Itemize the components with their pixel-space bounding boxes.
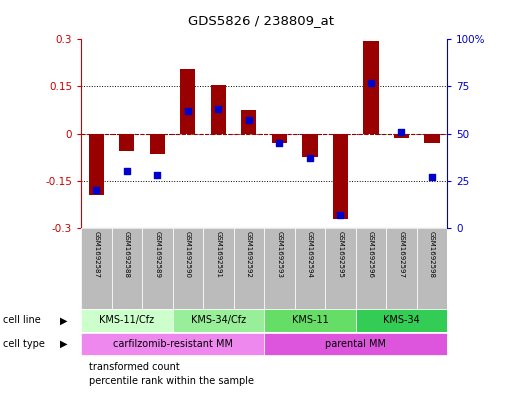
Bar (264, 228, 294, 309)
Bar (333, 134, 348, 219)
Bar (363, 41, 379, 134)
Text: GSM1692591: GSM1692591 (215, 231, 221, 278)
Bar (119, 134, 134, 151)
Text: GSM1692597: GSM1692597 (399, 231, 404, 278)
Point (275, 140, 283, 146)
Bar (203, 228, 234, 309)
Text: GSM1692594: GSM1692594 (307, 231, 313, 278)
Bar (394, 134, 409, 138)
Text: GSM1692588: GSM1692588 (124, 231, 130, 278)
Text: KMS-34/Cfz: KMS-34/Cfz (191, 315, 246, 325)
Text: carfilzomib-resistant MM: carfilzomib-resistant MM (112, 339, 233, 349)
Text: GSM1692596: GSM1692596 (368, 231, 374, 278)
Text: GSM1692593: GSM1692593 (276, 231, 282, 278)
Bar (150, 134, 165, 154)
Bar (294, 228, 325, 309)
Bar (386, 228, 417, 309)
Bar (325, 228, 356, 309)
Bar (89, 134, 104, 195)
Text: GSM1692590: GSM1692590 (185, 231, 191, 278)
Text: GSM1692592: GSM1692592 (246, 231, 252, 278)
Point (428, 174, 436, 180)
Text: KMS-11: KMS-11 (291, 315, 328, 325)
Bar (173, 309, 264, 332)
Point (367, 79, 375, 86)
Text: GDS5826 / 238809_at: GDS5826 / 238809_at (188, 14, 335, 27)
Point (336, 211, 345, 218)
Text: ▶: ▶ (60, 339, 67, 349)
Point (305, 155, 314, 161)
Bar (264, 332, 447, 355)
Text: GSM1692589: GSM1692589 (154, 231, 161, 278)
Text: KMS-11/Cfz: KMS-11/Cfz (99, 315, 154, 325)
Bar (111, 228, 142, 309)
Bar (173, 228, 203, 309)
Point (122, 168, 131, 174)
Bar (142, 228, 173, 309)
Bar (234, 228, 264, 309)
Point (245, 117, 253, 123)
Text: KMS-34: KMS-34 (383, 315, 420, 325)
Bar (424, 134, 439, 143)
Bar (302, 134, 317, 157)
Text: cell line: cell line (3, 315, 40, 325)
Bar (180, 69, 196, 134)
Text: GSM1692587: GSM1692587 (93, 231, 99, 278)
Bar (81, 228, 111, 309)
Text: GSM1692598: GSM1692598 (429, 231, 435, 278)
Bar (81, 332, 264, 355)
Bar (211, 85, 226, 134)
Text: cell type: cell type (3, 339, 44, 349)
Text: ▶: ▶ (60, 315, 67, 325)
Bar (272, 134, 287, 143)
Bar (356, 309, 447, 332)
Bar (81, 309, 173, 332)
Text: GSM1692595: GSM1692595 (337, 231, 344, 278)
Bar (356, 228, 386, 309)
Text: percentile rank within the sample: percentile rank within the sample (89, 376, 254, 386)
Text: transformed count: transformed count (89, 362, 180, 373)
Bar (264, 309, 356, 332)
Point (184, 108, 192, 114)
Point (153, 172, 162, 178)
Point (397, 129, 406, 135)
Point (92, 187, 100, 193)
Bar (417, 228, 447, 309)
Point (214, 106, 222, 112)
Bar (241, 110, 256, 134)
Text: parental MM: parental MM (325, 339, 386, 349)
